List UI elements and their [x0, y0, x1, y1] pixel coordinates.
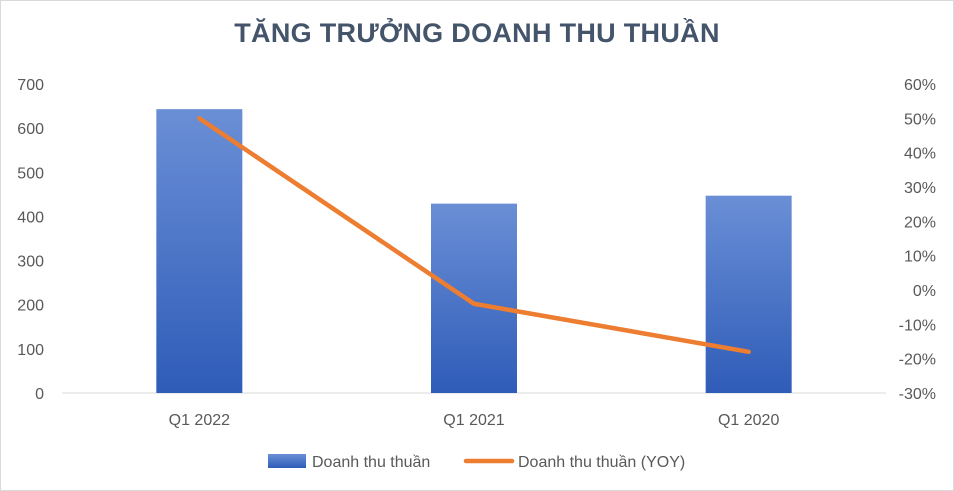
x-tick-label: Q1 2021: [443, 412, 504, 429]
y-right-tick-label: 50%: [904, 111, 936, 128]
bar: [431, 203, 517, 393]
y-left-tick-label: 300: [17, 254, 44, 271]
y-right-tick-label: 0%: [913, 283, 936, 300]
legend-line-label: Doanh thu thuần (YOY): [518, 454, 685, 471]
bar: [156, 109, 243, 393]
bar-series: [156, 109, 792, 393]
y-left-tick-label: 400: [17, 209, 44, 226]
y-right-tick-label: -20%: [899, 352, 936, 369]
y-left-tick-label: 0: [35, 386, 44, 403]
y-right-tick-label: 30%: [904, 180, 936, 197]
legend-bar-swatch: [268, 454, 306, 468]
axes: 0 100 200 300 400 500 600 700 -30% -20% -10% 0% 10% 2…: [17, 77, 936, 429]
y-left-tick-label: 600: [17, 121, 44, 138]
y-left-tick-label: 500: [17, 165, 44, 182]
x-tick-label: Q1 2022: [169, 412, 230, 429]
y-left-tick-label: 700: [17, 77, 44, 94]
y-right-tick-label: 10%: [904, 249, 936, 266]
line-series: [197, 116, 751, 355]
bar: [705, 195, 792, 393]
y-left-tick-label: 100: [17, 342, 44, 359]
chart-title: TĂNG TRƯỞNG DOANH THU THUẦN: [234, 18, 720, 48]
y-right-tick-label: 40%: [904, 146, 936, 163]
y-right-tick-label: -10%: [899, 317, 936, 334]
legend: Doanh thu thuần Doanh thu thuần (YOY): [268, 454, 685, 471]
y-right-tick-label: 20%: [904, 214, 936, 231]
x-tick-label: Q1 2020: [718, 412, 779, 429]
y-right-tick-label: -30%: [899, 386, 936, 403]
y-right-tick-label: 60%: [904, 77, 936, 94]
y-left-tick-label: 200: [17, 298, 44, 315]
legend-bar-label: Doanh thu thuần: [312, 454, 430, 471]
